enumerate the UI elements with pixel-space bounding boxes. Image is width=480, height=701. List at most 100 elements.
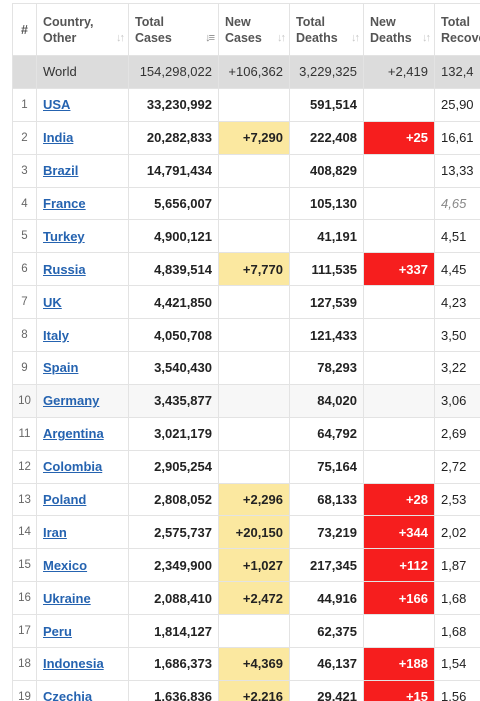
- new-cases-cell: [218, 416, 290, 451]
- header-total-deaths[interactable]: Total Deaths ↓↑: [289, 3, 364, 56]
- new-deaths-cell: [363, 614, 435, 649]
- total-cases-cell: 1,814,127: [128, 614, 219, 649]
- country-link[interactable]: Russia: [43, 261, 86, 277]
- table-row: 9 Spain 3,540,430 78,293 3,22: [12, 351, 480, 385]
- country-cell: Ukraine: [36, 581, 129, 616]
- new-cases-cell: +2,296: [218, 482, 290, 517]
- country-cell: Colombia: [36, 449, 129, 484]
- country-link[interactable]: Spain: [43, 360, 79, 376]
- header-new-deaths-label-1: New: [370, 14, 396, 29]
- country-link[interactable]: Argentina: [43, 426, 104, 442]
- new-cases-cell: [218, 285, 290, 320]
- row-rank: 12: [12, 449, 37, 484]
- new-deaths-cell: [363, 318, 435, 353]
- header-total-cases-label-1: Total: [135, 14, 164, 29]
- row-rank: 14: [12, 515, 37, 550]
- total-deaths-cell: 75,164: [289, 449, 364, 484]
- row-rank: 18: [12, 647, 37, 681]
- total-cases-cell: 33,230,992: [128, 87, 219, 122]
- country-link[interactable]: Poland: [43, 492, 87, 508]
- total-deaths-cell: 46,137: [289, 647, 364, 681]
- new-deaths-cell: +28: [363, 482, 435, 517]
- new-deaths-cell: +112: [363, 548, 435, 583]
- row-rank: 2: [12, 120, 37, 155]
- table-row: 8 Italy 4,050,708 121,433 3,50: [12, 318, 480, 353]
- new-cases-cell: +1,027: [218, 548, 290, 583]
- sort-desc-icon[interactable]: ↓≡: [205, 32, 215, 44]
- total-recovered-cell: 4,45: [434, 252, 480, 287]
- country-cell: Brazil: [36, 153, 129, 188]
- country-cell: Italy: [36, 318, 129, 353]
- country-cell: Czechia: [36, 679, 129, 701]
- new-deaths-cell: +188: [363, 647, 435, 681]
- total-deaths-cell: 217,345: [289, 548, 364, 583]
- header-country[interactable]: Country, Other ↓↑: [36, 3, 129, 56]
- sort-arrows-icon[interactable]: ↓↑: [351, 32, 360, 44]
- new-cases-cell: [218, 186, 290, 221]
- total-recovered-cell: 1,68: [434, 614, 480, 649]
- world-new-cases: +106,362: [218, 55, 290, 89]
- total-deaths-cell: 62,375: [289, 614, 364, 649]
- total-recovered-cell: 13,33: [434, 153, 480, 188]
- header-country-label-1: Country,: [43, 14, 94, 29]
- row-rank: 17: [12, 614, 37, 649]
- country-link[interactable]: Czechia: [43, 689, 93, 701]
- total-recovered-cell: 16,61: [434, 120, 480, 155]
- sort-arrows-icon[interactable]: ↓↑: [277, 32, 286, 44]
- total-cases-cell: 4,839,514: [128, 252, 219, 287]
- country-link[interactable]: Peru: [43, 623, 72, 639]
- table-row: 19 Czechia 1,636,836 +2,216 29,421 +15 1,56: [12, 679, 480, 701]
- total-cases-cell: 2,808,052: [128, 482, 219, 517]
- total-cases-cell: 4,900,121: [128, 219, 219, 254]
- new-cases-cell: [218, 318, 290, 353]
- row-rank: 1: [12, 87, 37, 122]
- country-link[interactable]: Turkey: [43, 228, 85, 244]
- header-new-deaths[interactable]: New Deaths ↓↑: [363, 3, 435, 56]
- world-new-deaths: +2,419: [363, 55, 435, 89]
- country-link[interactable]: Mexico: [43, 557, 88, 573]
- country-link[interactable]: India: [43, 130, 74, 146]
- country-link[interactable]: Brazil: [43, 163, 79, 179]
- new-deaths-cell: [363, 87, 435, 122]
- country-link[interactable]: Italy: [43, 327, 70, 343]
- country-link[interactable]: Iran: [43, 524, 67, 540]
- total-recovered-cell: 2,02: [434, 515, 480, 550]
- total-recovered-cell: 3,22: [434, 351, 480, 385]
- new-cases-cell: [218, 351, 290, 385]
- country-link[interactable]: Colombia: [43, 459, 103, 475]
- total-cases-cell: 3,540,430: [128, 351, 219, 385]
- table-row: 17 Peru 1,814,127 62,375 1,68: [12, 614, 480, 649]
- country-link[interactable]: UK: [43, 294, 62, 310]
- country-link[interactable]: Germany: [43, 393, 100, 409]
- total-cases-cell: 5,656,007: [128, 186, 219, 221]
- header-total-recovered[interactable]: Total Recove: [434, 3, 480, 56]
- sort-arrows-icon[interactable]: ↓↑: [422, 32, 431, 44]
- country-link[interactable]: USA: [43, 97, 71, 113]
- country-link[interactable]: Ukraine: [43, 590, 91, 606]
- header-total-cases[interactable]: Total Cases ↓≡: [128, 3, 219, 56]
- new-deaths-cell: [363, 383, 435, 418]
- table-row: 15 Mexico 2,349,900 +1,027 217,345 +112 1,87: [12, 548, 480, 583]
- header-total-deaths-label-2: Deaths: [296, 30, 338, 45]
- covid-table-container: # Country, Other ↓↑ Total Cases ↓≡ New C…: [12, 3, 480, 701]
- new-cases-cell: +2,472: [218, 581, 290, 616]
- country-link[interactable]: France: [43, 196, 86, 211]
- row-rank: 4: [12, 186, 37, 221]
- world-total-recovered: 132,4: [434, 55, 480, 89]
- total-cases-cell: 4,050,708: [128, 318, 219, 353]
- new-cases-cell: [218, 87, 290, 122]
- table-row: 10 Germany 3,435,877 84,020 3,06: [12, 383, 480, 418]
- country-link[interactable]: Indonesia: [43, 656, 104, 672]
- sort-arrows-icon[interactable]: ↓↑: [116, 32, 125, 44]
- total-recovered-cell: 4,23: [434, 285, 480, 320]
- header-total-deaths-label-1: Total: [296, 14, 325, 29]
- table-row: 11 Argentina 3,021,179 64,792 2,69: [12, 416, 480, 451]
- row-rank: 15: [12, 548, 37, 583]
- total-deaths-cell: 29,421: [289, 679, 364, 701]
- country-cell: Turkey: [36, 219, 129, 254]
- row-rank: 8: [12, 318, 37, 353]
- total-deaths-cell: 78,293: [289, 351, 364, 385]
- header-new-cases[interactable]: New Cases ↓↑: [218, 3, 290, 56]
- new-deaths-cell: [363, 153, 435, 188]
- world-total-deaths: 3,229,325: [289, 55, 364, 89]
